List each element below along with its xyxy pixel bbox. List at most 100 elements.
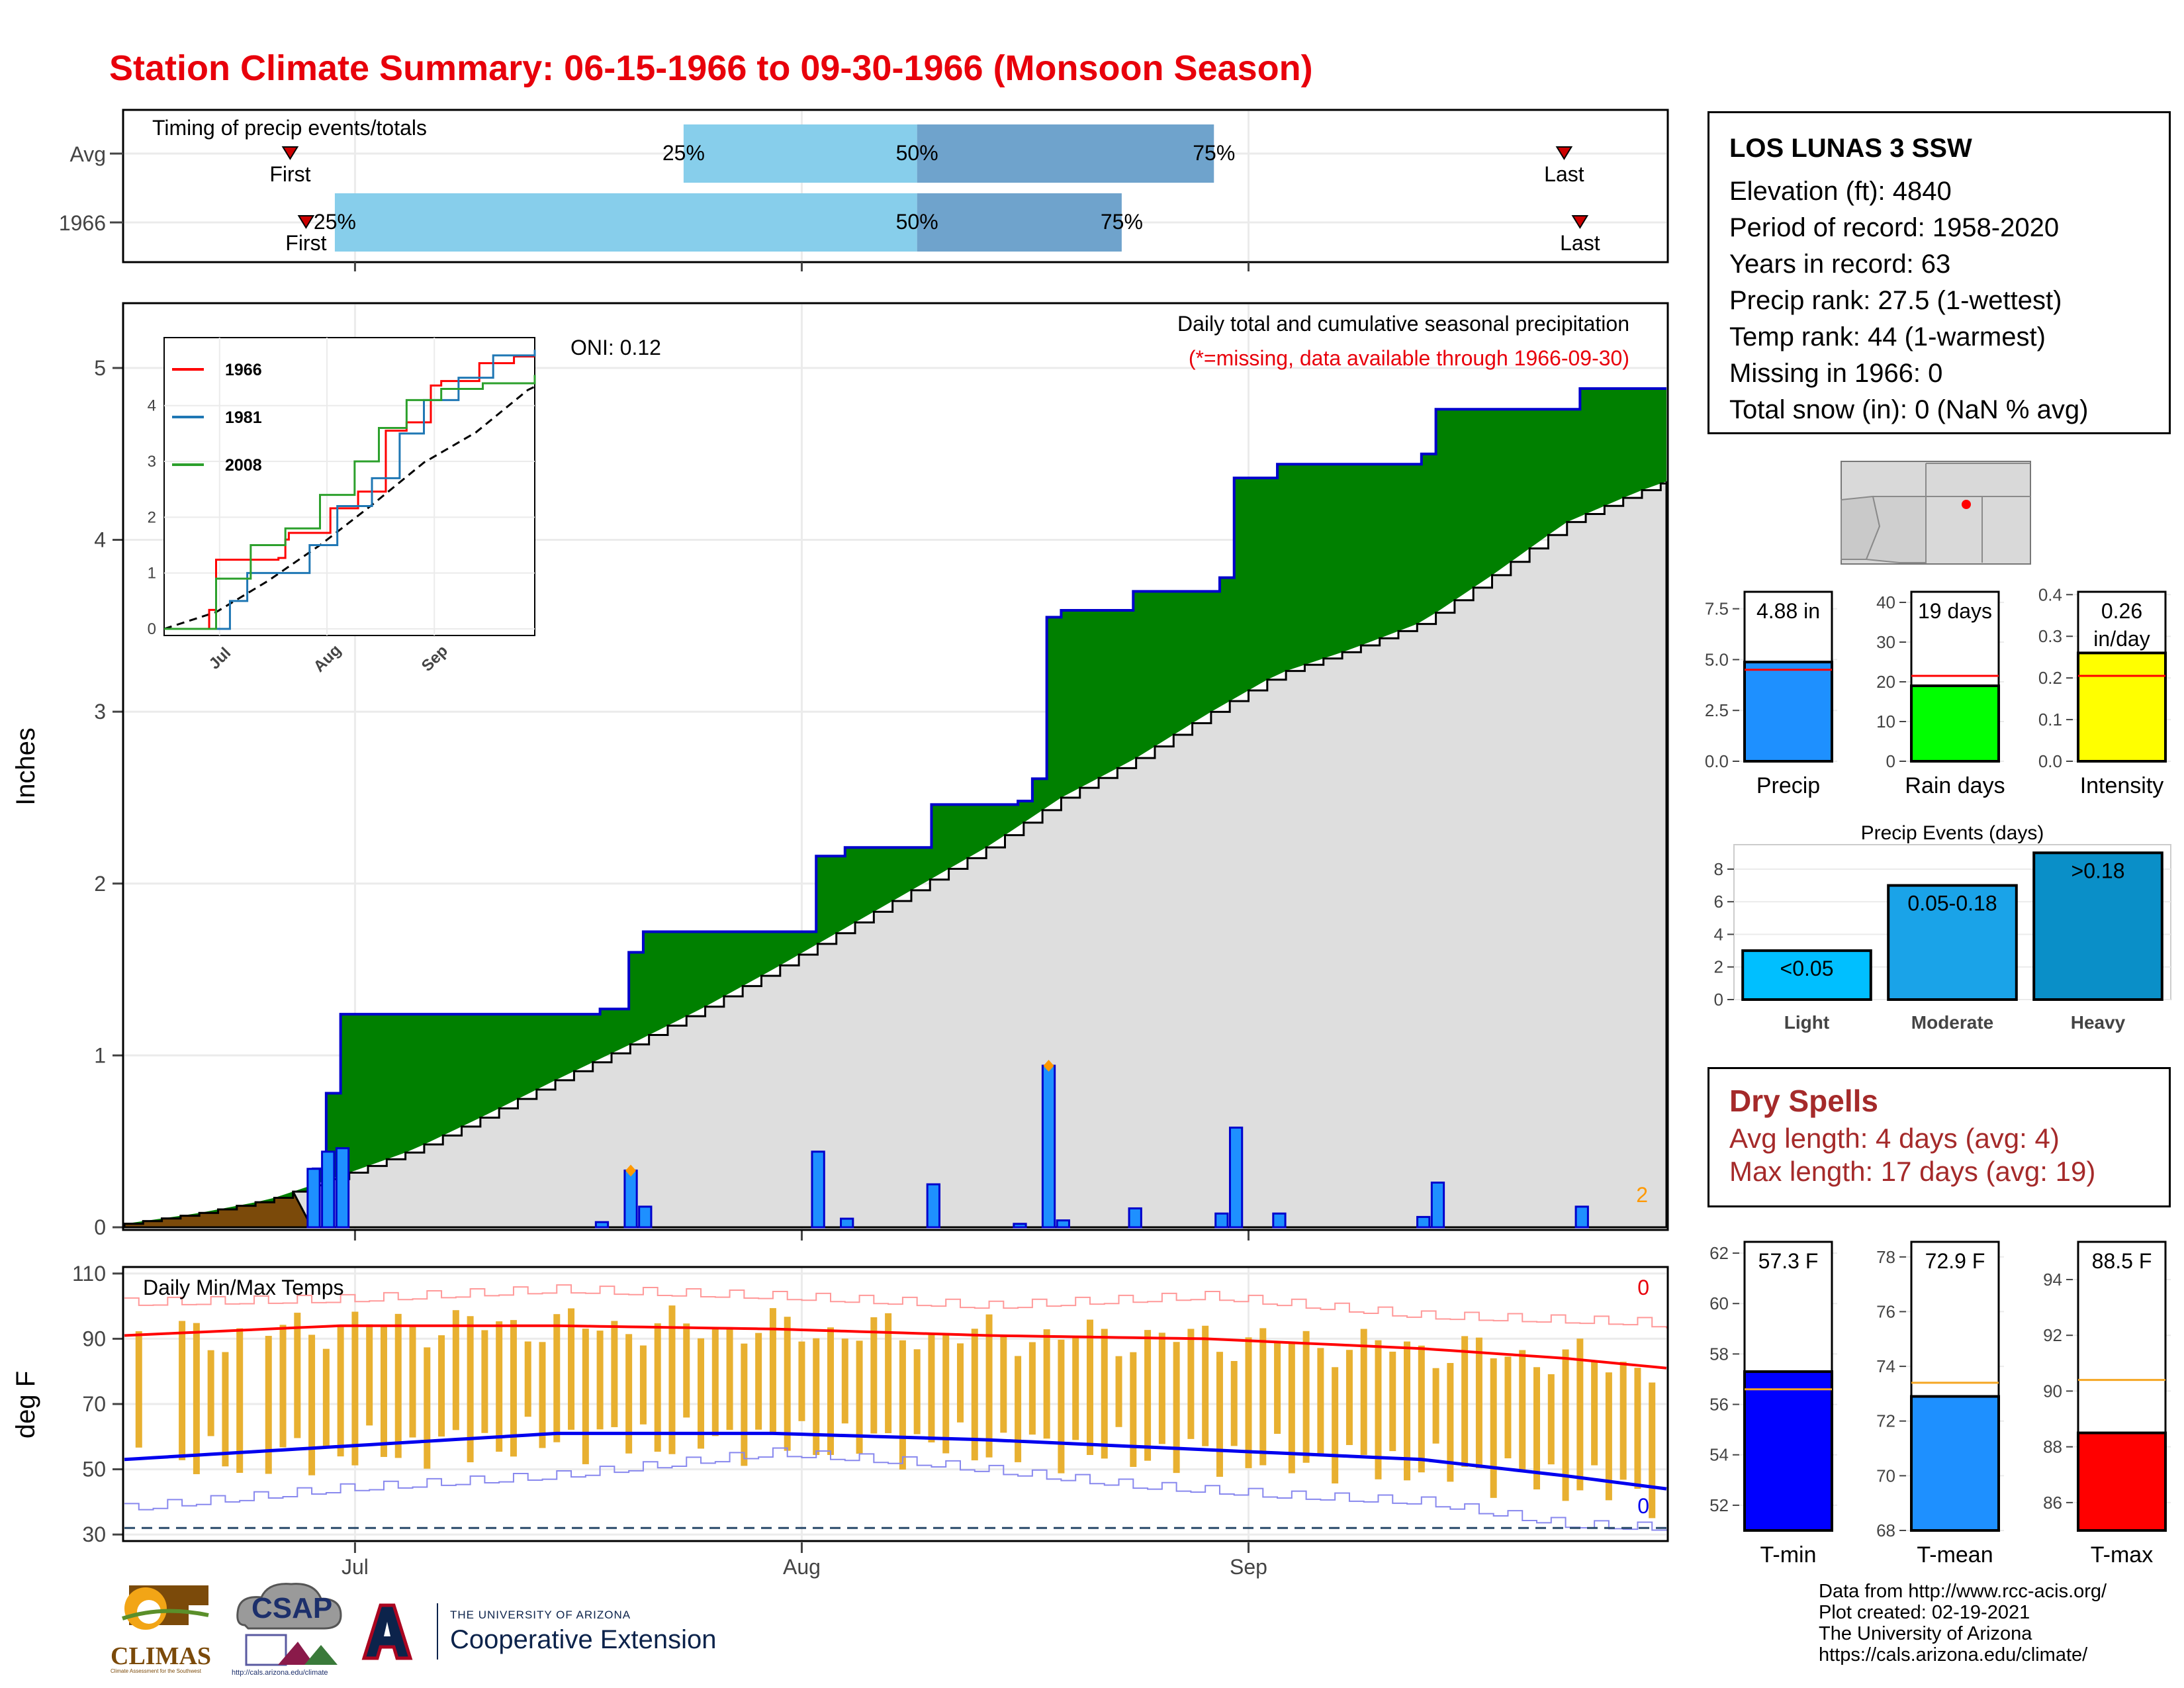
- precip-daily-bar: [1574, 1205, 1589, 1229]
- precip-daily-bar: [1056, 1219, 1070, 1229]
- events-bar-heavy: [2032, 851, 2163, 1001]
- timing-row-label: 1966: [59, 211, 106, 235]
- temp-daily-range-bar: [1475, 1337, 1482, 1469]
- dry-spells-box: Dry Spells Avg length: 4 days (avg: 4) M…: [1707, 1067, 2171, 1207]
- precip-summary-precip-bar: [1743, 661, 1833, 763]
- temp-daily-range-bar: [841, 1338, 848, 1424]
- temp-daily-range-bar: [698, 1338, 705, 1449]
- temp-daily-range-bar: [322, 1348, 330, 1446]
- temp-daily-range-bar: [1576, 1338, 1584, 1491]
- timing-q25-label: 25%: [662, 141, 705, 165]
- temp-daily-range-bar: [1461, 1336, 1469, 1468]
- timing-first-label: First: [285, 231, 326, 255]
- precip-summary-rain-days-ytick-label: 30: [1876, 632, 1895, 652]
- temp-daily-range-bar: [337, 1327, 344, 1457]
- precip-daily-bar: [1272, 1212, 1287, 1229]
- temp-daily-range-bar: [683, 1323, 690, 1418]
- temp-summary-t-min-ytick-label: 60: [1709, 1293, 1729, 1313]
- station-years: Years in record: 63: [1729, 250, 1951, 279]
- temp-summary-t-max-ytick-label: 86: [2043, 1493, 2062, 1513]
- temp-summary-t-mean-bar: [1910, 1395, 2000, 1532]
- dry-spells-title: Dry Spells: [1729, 1084, 1878, 1118]
- temp-daily-range-bar: [193, 1323, 200, 1474]
- temp-summary-t-mean-ytick-label: 70: [1876, 1466, 1895, 1485]
- inset-series-line-1966: [164, 355, 535, 630]
- climas-logo: CLIMAS Climate Assessment for the Southw…: [109, 1579, 218, 1678]
- temp-xtick-label: Jul: [341, 1555, 369, 1579]
- temp-daily-range-bar: [899, 1340, 906, 1470]
- precip-summary-rain-days-bar: [1910, 684, 2000, 763]
- temp-daily-range-bar: [582, 1329, 589, 1464]
- temp-daily-range-bar: [726, 1328, 733, 1430]
- temp-daily-range-bar: [827, 1327, 835, 1455]
- csap-logo-mark: [236, 1583, 342, 1666]
- temp-daily-range-bar: [481, 1330, 488, 1433]
- temp-daily-range-bar: [1216, 1352, 1223, 1477]
- temp-daily-range-bar: [1043, 1329, 1050, 1439]
- timing-last-marker: [1571, 215, 1589, 229]
- credit-url: https://cals.arizona.edu/climate/: [1819, 1644, 2088, 1665]
- inset-ytick-label: 0: [148, 620, 156, 638]
- temp-daily-range-bar: [654, 1323, 661, 1452]
- temp-daily-range-bar: [1101, 1329, 1108, 1459]
- precip-daily-bar: [811, 1150, 825, 1229]
- timing-bar-high: [917, 124, 1214, 183]
- precip-above-normal-area: [124, 389, 1666, 1227]
- station-period: Period of record: 1958-2020: [1729, 213, 2060, 242]
- inset-legend-label: 1966: [225, 361, 262, 379]
- ua-line1: THE UNIVERSITY OF ARIZONA: [450, 1609, 631, 1621]
- inset-ytick-label: 4: [148, 397, 156, 415]
- temp-daily-range-bar: [179, 1321, 186, 1460]
- temp-summary-t-max-name-label: T-max: [2091, 1542, 2153, 1568]
- location-map: [1841, 461, 2031, 565]
- timing-last-label: Last: [1560, 231, 1600, 255]
- temp-daily-range-bar: [1015, 1356, 1022, 1462]
- timing-q75-label: 75%: [1193, 141, 1235, 165]
- temp-summary-chart: 52 54 56 58 60 62 57.3 F T-min 68 70 72 74 76 78 72.9 …: [1709, 1241, 2171, 1568]
- csap-wordmark: CSAP: [251, 1592, 333, 1624]
- temp-daily-range-bar: [1418, 1345, 1425, 1473]
- precip-summary-precip-ytick-label: 5.0: [1705, 649, 1729, 669]
- temp-daily-range-bar: [1202, 1325, 1209, 1446]
- temp-summary-t-mean-ytick-label: 78: [1876, 1247, 1895, 1267]
- climas-subtitle: Climate Assessment for the Southwest: [111, 1668, 201, 1674]
- temp-summary-t-min-ytick-label: 54: [1709, 1445, 1729, 1465]
- temp-daily-range-bar: [1259, 1328, 1267, 1466]
- temp-daily-range-bar: [985, 1314, 993, 1458]
- temp-ytick-label: 70: [82, 1392, 106, 1416]
- timing-bar-high: [917, 193, 1122, 252]
- temp-daily-range-bar: [971, 1329, 978, 1461]
- precip-summary-intensity-name-label: Intensity: [2080, 773, 2164, 798]
- temp-daily-range-bar: [784, 1317, 791, 1451]
- temp-daily-range-bar: [1173, 1342, 1180, 1474]
- timing-last-label: Last: [1544, 162, 1584, 186]
- chart-title: Station Climate Summary: 06-15-1966 to 0…: [109, 48, 1313, 88]
- precip-daily-bar: [1228, 1126, 1244, 1229]
- temp-daily-range-bar: [1375, 1340, 1382, 1479]
- temp-daily-range-bar: [1389, 1351, 1396, 1452]
- temp-daily-range-bar: [1158, 1333, 1165, 1444]
- csap-url: http://cals.arizona.edu/climate: [232, 1669, 328, 1677]
- temp-daily-range-bar: [668, 1305, 676, 1454]
- temp-daily-range-bar: [409, 1325, 416, 1438]
- temp-summary-t-min-value-label: 57.3 F: [1758, 1249, 1819, 1273]
- precip-early-deficit-area: [123, 1191, 314, 1229]
- inset-legend-label: 2008: [225, 456, 262, 475]
- temp-daily-range-bar: [1504, 1356, 1512, 1459]
- precip-summary-precip-value-label: 4.88 in: [1756, 599, 1820, 623]
- temp-daily-range-bar: [135, 1331, 142, 1448]
- precip-normal-area: [123, 481, 1668, 1229]
- precip-summary-intensity-ytick-label: 0.4: [2038, 585, 2062, 604]
- temp-normal-min-line: [124, 1431, 1667, 1491]
- credit-created: Plot created: 02-19-2021: [1819, 1602, 2030, 1623]
- credits-block: Data from http://www.rcc-acis.org/ Plot …: [1819, 1581, 2107, 1665]
- temp-xtick-label: Aug: [783, 1555, 821, 1579]
- temp-daily-range-bar: [755, 1333, 762, 1430]
- precip-summary-precip-ytick-label: 2.5: [1705, 700, 1729, 720]
- events-ytick-label: 2: [1714, 957, 1723, 977]
- timing-q50-label: 50%: [896, 210, 938, 234]
- temp-summary-t-mean-value-label: 72.9 F: [1925, 1249, 1985, 1273]
- climas-logo-mark: [122, 1585, 209, 1630]
- temp-ylabel: deg F: [11, 1371, 40, 1438]
- precip-daily-bar: [335, 1147, 350, 1229]
